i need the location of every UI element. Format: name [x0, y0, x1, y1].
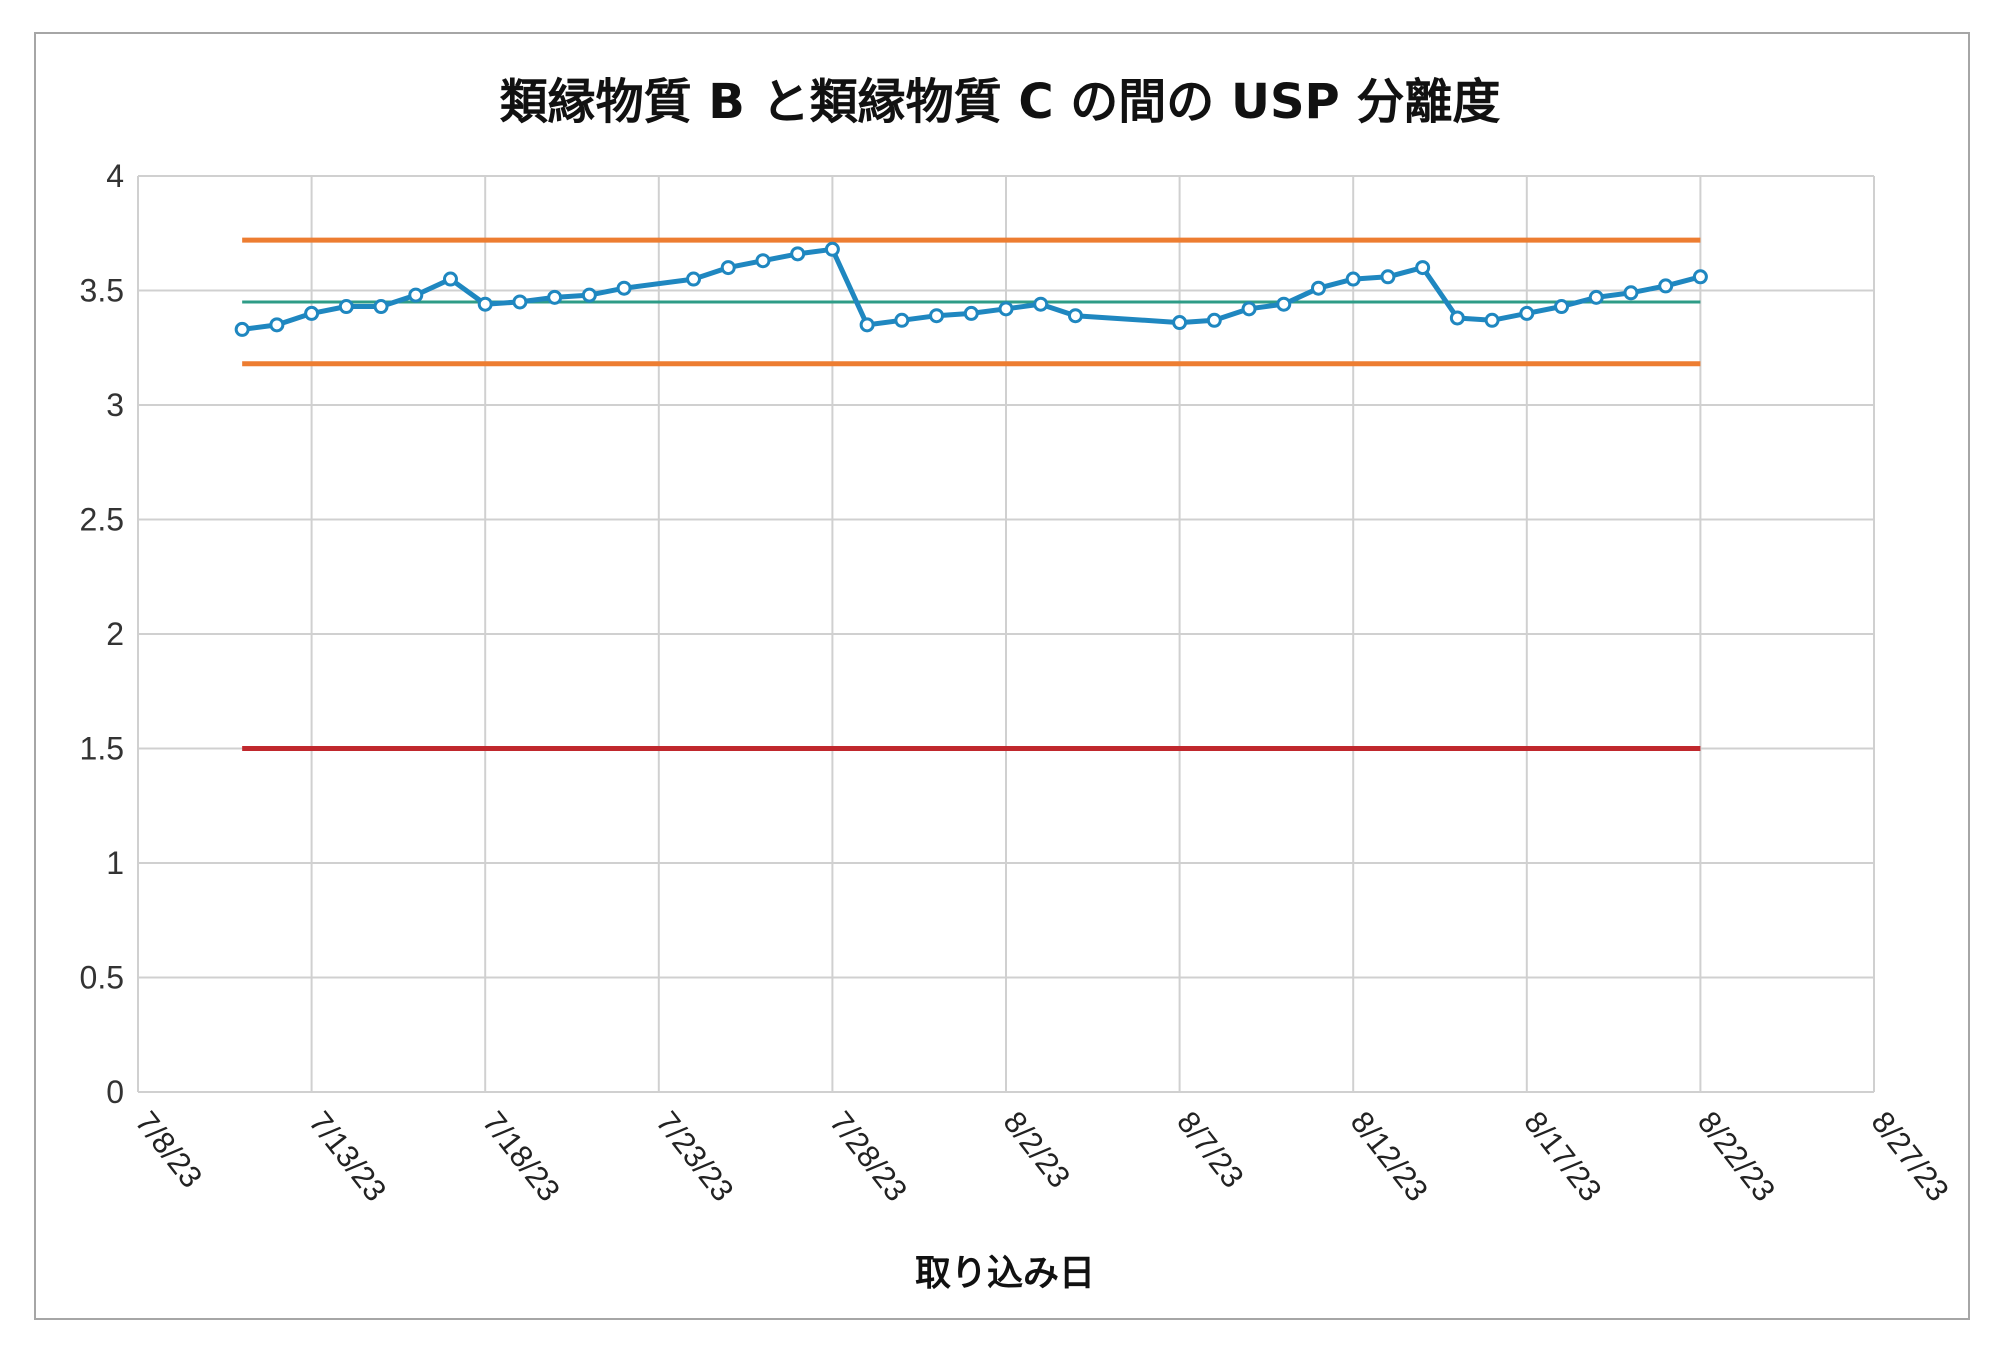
data-point [1310, 280, 1326, 296]
data-point [1588, 289, 1604, 305]
x-tick-label: 8/7/23 [1170, 1105, 1251, 1194]
data-point [338, 299, 354, 315]
series-line [239, 246, 1703, 332]
y-tick-label: 4 [106, 158, 124, 194]
data-point [616, 280, 632, 296]
chart-title: 類縁物質 B と類縁物質 C の間の USP 分離度 [499, 74, 1501, 130]
data-point [1519, 305, 1535, 321]
data-point [1241, 301, 1257, 317]
y-tick-label: 1.5 [80, 731, 124, 767]
y-tick-label: 3 [106, 387, 124, 423]
y-tick-label: 2 [106, 616, 124, 652]
x-tick-label: 7/18/23 [476, 1105, 567, 1208]
data-point [1172, 315, 1188, 331]
data-point [1415, 260, 1431, 276]
y-tick-label: 3.5 [80, 273, 124, 309]
data-point [1554, 299, 1570, 315]
x-tick-label: 7/13/23 [302, 1105, 393, 1208]
data-point [269, 317, 285, 333]
x-tick-label: 7/28/23 [823, 1105, 914, 1208]
data-point [547, 289, 563, 305]
data-point [1692, 269, 1708, 285]
data-point [408, 287, 424, 303]
data-point [963, 305, 979, 321]
y-tick-label: 1 [106, 845, 124, 881]
data-point [790, 246, 806, 262]
data-point [1345, 271, 1361, 287]
data-point [1380, 269, 1396, 285]
data-point [477, 296, 493, 312]
x-tick-label: 7/8/23 [128, 1105, 209, 1194]
data-point [512, 294, 528, 310]
data-point [581, 287, 597, 303]
data-point [720, 260, 736, 276]
data-point [373, 299, 389, 315]
data-point [1276, 296, 1292, 312]
data-point [1484, 312, 1500, 328]
data-point [998, 301, 1014, 317]
x-tick-label: 8/12/23 [1344, 1105, 1435, 1208]
data-point [894, 312, 910, 328]
data-point [1033, 296, 1049, 312]
y-tick-label: 0 [106, 1074, 124, 1110]
data-point [442, 271, 458, 287]
data-series [234, 241, 1708, 337]
data-point [686, 271, 702, 287]
data-point [755, 253, 771, 269]
x-tick-label: 8/2/23 [996, 1105, 1077, 1194]
x-tick-label: 8/27/23 [1864, 1105, 1955, 1208]
data-point [859, 317, 875, 333]
data-point [824, 241, 840, 257]
data-point [234, 321, 250, 337]
x-axis-title: 取り込み日 [915, 1253, 1095, 1294]
x-tick-label: 7/23/23 [649, 1105, 740, 1208]
data-point [1658, 278, 1674, 294]
data-point [1067, 308, 1083, 324]
data-point [1449, 310, 1465, 326]
data-point [929, 308, 945, 324]
data-point [1623, 285, 1639, 301]
x-axis-ticks: 7/8/23 7/13/23 7/18/23 7/23/23 7/28/23 8/2/23… [128, 1105, 1955, 1208]
x-tick-label: 8/17/23 [1517, 1105, 1608, 1208]
y-axis-ticks: 0 0.5 1 1.5 2 2.5 3 3.5 4 [80, 158, 124, 1110]
x-tick-label: 8/22/23 [1691, 1105, 1782, 1208]
y-tick-label: 2.5 [80, 502, 124, 538]
y-tick-label: 0.5 [80, 960, 124, 996]
chart-frame [34, 32, 1970, 1320]
data-point [304, 305, 320, 321]
data-point [1206, 312, 1222, 328]
